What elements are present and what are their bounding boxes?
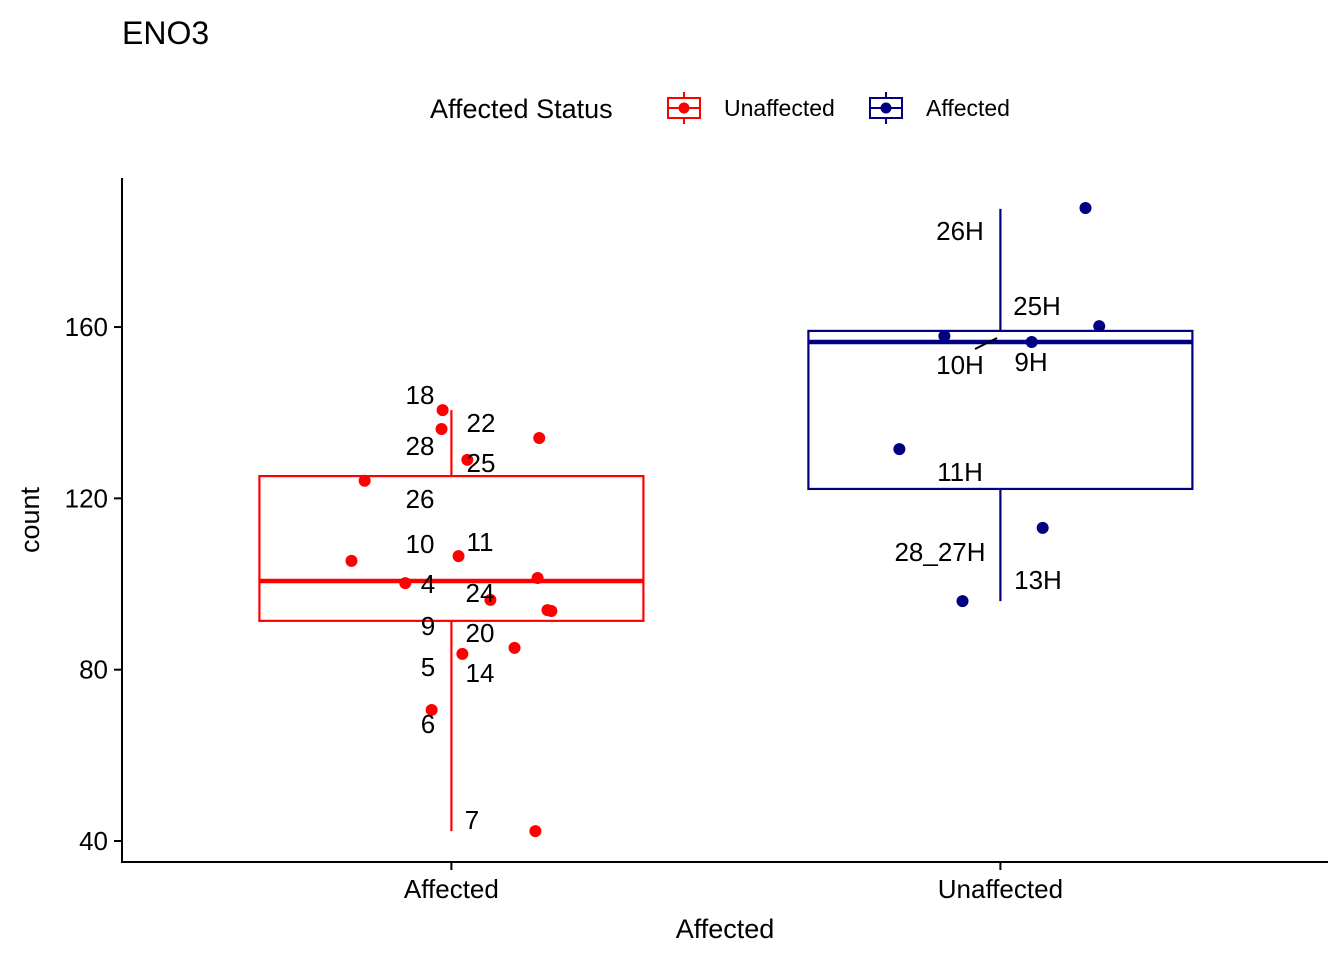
point-label: 11H [937,457,983,487]
data-point [1025,336,1038,349]
box-iqr [258,474,645,622]
point-label: 10H [936,350,984,380]
point-label: 26H [936,216,984,246]
data-point [893,443,906,456]
point-label: 25H [1013,291,1061,321]
point-label: 28_27H [894,537,985,567]
point-label: 11 [467,527,494,557]
chart-title: ENO3 [122,15,209,51]
data-point [452,550,465,563]
data-point [1079,201,1092,214]
data-point [345,554,358,567]
legend-entry: Unaffected [667,92,835,124]
y-axis-label: count [15,486,45,553]
point-label: 24 [466,578,495,608]
data-point [1036,521,1049,534]
point-label: 9 [421,611,435,641]
point-label: 7 [465,805,479,835]
data-point [456,647,469,660]
legend-title: Affected Status [430,94,613,124]
point-label: 26 [406,484,435,514]
point-label: 4 [421,569,435,599]
point-label: 6 [421,709,435,739]
legend-label: Affected [926,95,1010,121]
x-tick-label: Affected [404,874,499,904]
data-point [399,577,412,590]
data-point [956,595,969,608]
data-point [529,825,542,838]
legend-key-point [880,102,892,114]
data-point [358,474,371,487]
data-point [545,605,558,618]
x-axis-label: Affected [676,914,775,944]
point-label: 10 [406,529,435,559]
point-label: 14 [466,658,495,688]
point-label: 18 [406,380,435,410]
data-point [938,330,951,343]
data-point [484,593,497,606]
y-tick-label: 40 [79,826,108,856]
x-tick-label: Unaffected [938,874,1063,904]
data-point [508,641,521,654]
legend: Affected Status Unaffected Affected [430,92,1010,124]
point-label: 13H [1014,565,1062,595]
y-tick-label: 80 [79,655,108,685]
data-point [1093,320,1106,333]
data-point [425,703,438,716]
point-label: 28 [406,431,435,461]
point-label: 20 [466,618,495,648]
point-label: 22 [467,408,496,438]
data-point [461,453,474,466]
legend-label: Unaffected [724,95,835,121]
data-point [533,431,546,444]
point-label: 25 [467,448,496,478]
data-point [435,422,448,435]
box-iqr [807,329,1194,491]
label-leader-line [974,337,998,350]
legend-key-point [678,102,690,114]
legend-entry: Affected [869,92,1010,124]
data-point [531,572,544,585]
y-tick-label: 160 [65,312,108,342]
point-label: 5 [421,652,435,682]
point-label: 9H [1014,347,1047,377]
box-unaffected [807,208,1194,602]
y-tick-label: 120 [65,483,108,513]
box-affected [258,410,645,832]
data-point [436,404,449,417]
